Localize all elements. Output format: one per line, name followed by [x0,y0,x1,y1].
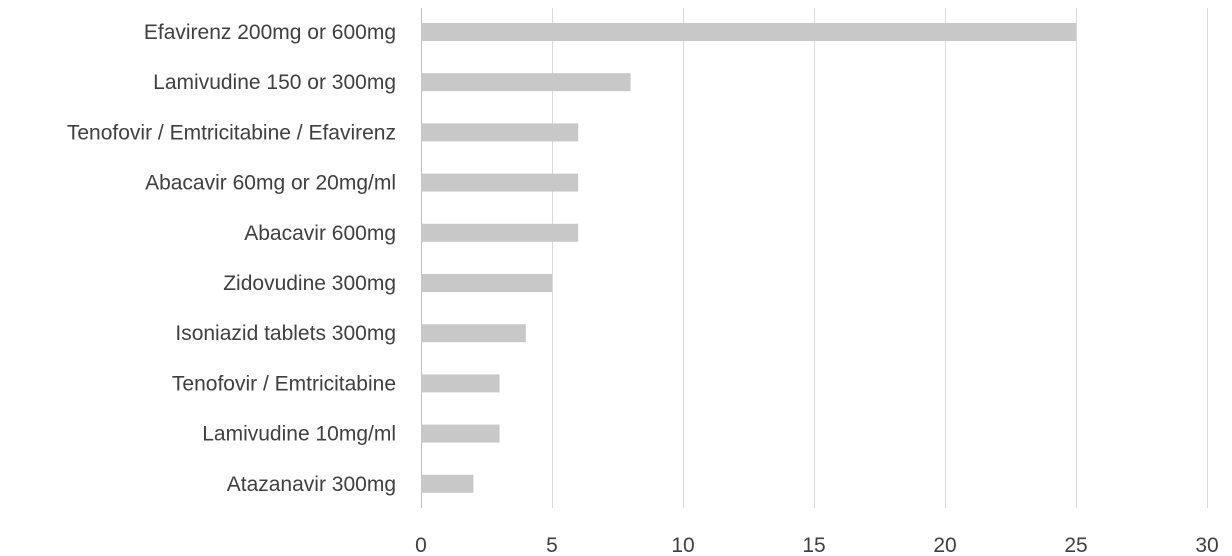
x-tick-label: 5 [546,534,558,556]
bar [421,324,526,343]
x-tick-label: 20 [933,534,956,556]
x-tick-label: 0 [415,534,427,556]
x-tick-label: 10 [671,534,694,556]
bars [421,23,1076,493]
x-tick-label: 25 [1064,534,1087,556]
bar [421,123,579,142]
category-label: Tenofovir / Emtricitabine / Efavirenz [67,121,396,144]
category-label: Efavirenz 200mg or 600mg [144,21,396,44]
bar [421,424,500,443]
category-label: Zidovudine 300mg [223,272,396,295]
bar [421,374,500,393]
category-label: Lamivudine 150 or 300mg [153,71,396,94]
category-label: Isoniazid tablets 300mg [175,322,396,345]
bar [421,23,1076,41]
bar [421,173,579,192]
category-label: Lamivudine 10mg/ml [202,423,396,446]
x-tick-label: 15 [802,534,825,556]
category-label: Abacavir 600mg [244,222,396,245]
category-labels: Efavirenz 200mg or 600mg Lamivudine 150 o… [67,21,396,496]
bar [421,73,631,92]
gridlines [421,8,1208,508]
bar [421,474,474,493]
bar [421,223,579,242]
x-axis-ticks: 0 5 10 15 20 25 30 [415,534,1219,556]
x-tick-label: 30 [1195,534,1218,556]
category-label: Tenofovir / Emtricitabine [172,372,396,395]
bar [421,274,552,292]
category-label: Atazanavir 300mg [227,473,396,496]
category-label: Abacavir 60mg or 20mg/ml [145,172,396,195]
